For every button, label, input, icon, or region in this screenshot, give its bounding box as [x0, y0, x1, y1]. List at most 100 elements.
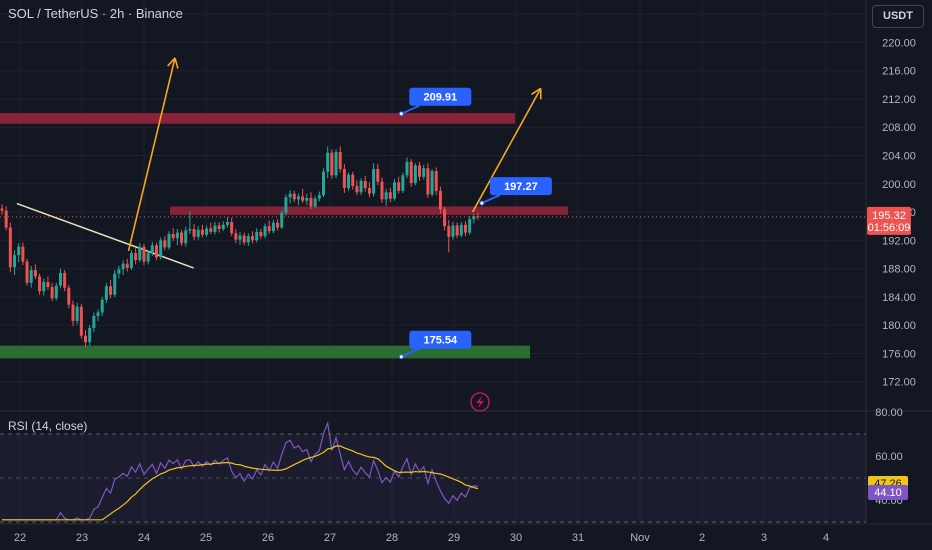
candle-body: [238, 235, 242, 240]
candle: [238, 231, 242, 245]
price-tick-label: 208.00: [882, 122, 916, 134]
candle: [117, 265, 121, 279]
candle: [54, 282, 58, 301]
time-tick-label: 4: [823, 532, 829, 544]
rsi-current-value: 44.10: [874, 487, 902, 499]
candle: [426, 163, 430, 198]
candle: [0, 204, 4, 215]
candle-body: [380, 181, 384, 200]
candle-body: [196, 229, 200, 237]
candle: [167, 231, 171, 250]
candle-body: [267, 226, 271, 232]
candle: [96, 309, 100, 321]
candle-body: [175, 232, 179, 239]
candle-body: [163, 240, 167, 248]
time-tick-label: 3: [761, 532, 767, 544]
candle: [455, 222, 459, 239]
candle-body: [113, 273, 117, 295]
price-callouts: 209.91 197.27 175.54: [398, 87, 552, 360]
candle-body: [284, 197, 288, 213]
candle-body: [104, 286, 108, 300]
candle-body: [418, 165, 422, 177]
candle: [317, 191, 321, 202]
candle: [180, 229, 184, 246]
candle-body: [246, 236, 250, 243]
candle: [271, 219, 275, 234]
candle: [221, 221, 225, 232]
zone-resistance-mid: [170, 206, 568, 215]
candle: [209, 222, 213, 234]
candle: [88, 325, 92, 346]
candle: [213, 221, 217, 235]
candle: [326, 146, 330, 179]
candle-body: [363, 180, 367, 189]
grid-lines: [0, 0, 932, 525]
candle-body: [209, 228, 213, 232]
candle: [359, 178, 363, 196]
candle: [192, 224, 196, 241]
candle: [376, 164, 380, 186]
price-callout[interactable]: 209.91: [398, 87, 472, 117]
candle-body: [326, 152, 330, 172]
candle-body: [234, 233, 238, 240]
callout-anchor: [479, 200, 485, 206]
price-callout[interactable]: 175.54: [398, 330, 472, 360]
candle: [367, 182, 371, 198]
candle-body: [29, 270, 33, 283]
candle-body: [392, 182, 396, 199]
candle: [409, 159, 413, 187]
candle-body: [180, 232, 184, 244]
callout-box: [409, 330, 472, 349]
time-tick-label: 22: [14, 532, 26, 544]
candle: [46, 276, 50, 290]
candle: [447, 219, 451, 253]
arrow-head: [174, 57, 179, 69]
candle-body: [455, 225, 459, 236]
candle-body: [71, 304, 75, 321]
candle-body: [8, 227, 12, 268]
candle-body: [305, 197, 309, 201]
candle: [388, 188, 392, 203]
candle-body: [372, 168, 376, 194]
price-callout[interactable]: 197.27: [479, 177, 552, 206]
currency-button[interactable]: USDT: [872, 5, 924, 28]
arrow-head: [531, 87, 542, 95]
candle-body: [422, 168, 426, 177]
candle: [301, 188, 305, 203]
candle-body: [42, 282, 46, 292]
candle: [13, 250, 17, 275]
candle-body: [63, 272, 67, 288]
rsi-ma-line: [2, 445, 479, 521]
candle: [230, 217, 234, 237]
candle: [443, 206, 447, 231]
candle: [355, 180, 359, 196]
candle-body: [355, 185, 359, 193]
callout-pointer: [400, 104, 420, 115]
candle: [401, 172, 405, 193]
price-axis: 172.00176.00180.00184.00188.00192.00196.…: [867, 9, 916, 389]
candle: [75, 302, 79, 325]
candle: [196, 226, 200, 240]
candle: [142, 243, 146, 266]
candle: [347, 172, 351, 191]
candle: [259, 229, 263, 239]
candle: [242, 232, 246, 246]
candle-body: [317, 195, 321, 199]
candle-body: [88, 328, 92, 343]
candle: [459, 221, 463, 238]
alert-icon-group: [470, 392, 490, 412]
price-tick-label: 204.00: [882, 151, 916, 163]
candle: [154, 242, 158, 261]
candle-body: [376, 168, 380, 182]
time-tick-label: Nov: [630, 532, 650, 544]
candle-body: [397, 182, 401, 191]
candle: [100, 296, 104, 316]
candle-body: [109, 286, 113, 295]
candle: [217, 221, 221, 233]
lightning-icon[interactable]: [470, 392, 490, 412]
candle-body: [292, 193, 296, 200]
candle: [413, 163, 417, 186]
rsi-tick-label: 80.00: [875, 407, 903, 419]
candle-body: [221, 224, 225, 230]
